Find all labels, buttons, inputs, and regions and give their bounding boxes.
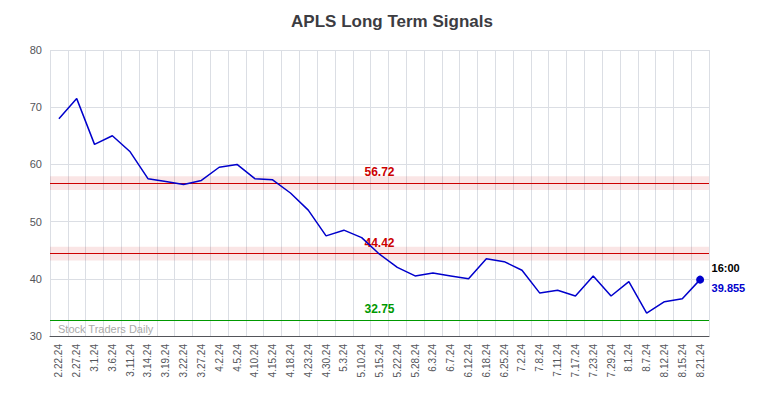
- svg-text:7.8.24: 7.8.24: [534, 344, 545, 372]
- svg-text:7.23.24: 7.23.24: [588, 344, 599, 378]
- svg-text:7.11.24: 7.11.24: [552, 344, 563, 377]
- svg-text:16:00: 16:00: [712, 262, 740, 274]
- svg-text:8.21.24: 8.21.24: [695, 344, 706, 378]
- svg-text:39.855: 39.855: [712, 282, 746, 294]
- svg-text:7.29.24: 7.29.24: [606, 344, 617, 378]
- svg-text:3.27.24: 3.27.24: [196, 344, 207, 378]
- svg-text:3.6.24: 3.6.24: [107, 344, 118, 372]
- svg-text:6.18.24: 6.18.24: [481, 344, 492, 378]
- svg-text:50: 50: [30, 216, 42, 228]
- svg-text:3.22.24: 3.22.24: [178, 344, 189, 378]
- svg-text:6.25.24: 6.25.24: [499, 344, 510, 378]
- svg-text:4.15.24: 4.15.24: [267, 344, 278, 378]
- svg-text:6.3.24: 6.3.24: [427, 344, 438, 372]
- svg-text:2.27.24: 2.27.24: [71, 344, 82, 378]
- svg-text:Stock Traders Daily: Stock Traders Daily: [58, 323, 154, 335]
- svg-text:3.11.24: 3.11.24: [125, 344, 136, 377]
- svg-text:70: 70: [30, 101, 42, 113]
- svg-text:5.28.24: 5.28.24: [410, 344, 421, 378]
- svg-text:3.19.24: 3.19.24: [160, 344, 171, 378]
- svg-text:3.14.24: 3.14.24: [142, 344, 153, 378]
- svg-text:80: 80: [30, 44, 42, 56]
- svg-text:7.17.24: 7.17.24: [570, 344, 581, 378]
- svg-text:6.12.24: 6.12.24: [463, 344, 474, 378]
- svg-text:5.10.24: 5.10.24: [356, 344, 367, 378]
- svg-text:40: 40: [30, 273, 42, 285]
- svg-text:8.15.24: 8.15.24: [677, 344, 688, 378]
- svg-text:APLS Long Term Signals: APLS Long Term Signals: [291, 12, 493, 31]
- svg-text:3.1.24: 3.1.24: [89, 344, 100, 372]
- svg-text:4.30.24: 4.30.24: [321, 344, 332, 378]
- svg-text:60: 60: [30, 158, 42, 170]
- svg-text:5.22.24: 5.22.24: [392, 344, 403, 378]
- svg-text:4.18.24: 4.18.24: [285, 344, 296, 378]
- svg-text:32.75: 32.75: [364, 302, 394, 316]
- svg-text:4.10.24: 4.10.24: [249, 344, 260, 378]
- svg-text:56.72: 56.72: [364, 165, 394, 179]
- svg-text:5.3.24: 5.3.24: [338, 344, 349, 372]
- svg-text:44.42: 44.42: [364, 236, 394, 250]
- svg-text:4.2.24: 4.2.24: [214, 344, 225, 372]
- svg-text:4.5.24: 4.5.24: [232, 344, 243, 372]
- svg-text:4.23.24: 4.23.24: [303, 344, 314, 378]
- svg-text:7.2.24: 7.2.24: [516, 344, 527, 372]
- svg-text:5.15.24: 5.15.24: [374, 344, 385, 378]
- svg-text:8.7.24: 8.7.24: [641, 344, 652, 372]
- svg-text:8.12.24: 8.12.24: [659, 344, 670, 378]
- svg-text:30: 30: [30, 330, 42, 342]
- svg-text:2.22.24: 2.22.24: [53, 344, 64, 378]
- svg-text:6.7.24: 6.7.24: [445, 344, 456, 372]
- svg-text:8.1.24: 8.1.24: [623, 344, 634, 372]
